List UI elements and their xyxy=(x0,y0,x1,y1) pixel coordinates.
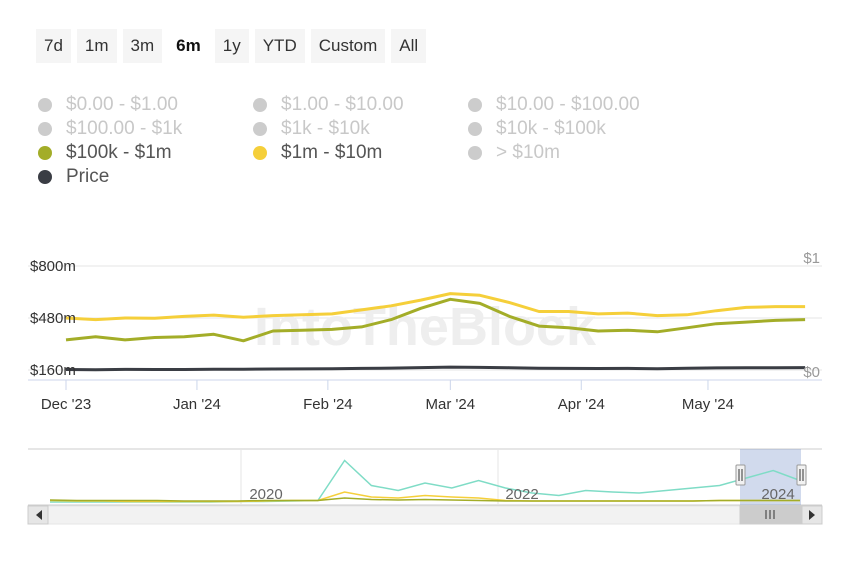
x-tick-label: May '24 xyxy=(682,396,734,413)
y-tick-label: $160m xyxy=(30,362,76,379)
range-button-ytd[interactable]: YTD xyxy=(254,29,305,63)
chevron-right-icon xyxy=(809,510,815,520)
legend-dot-icon xyxy=(253,146,267,160)
legend-item[interactable]: $100.00 - $1k xyxy=(38,118,182,140)
navigator-background xyxy=(28,449,822,505)
legend-item[interactable]: $1k - $10k xyxy=(253,118,370,140)
navigator-label: 2020 xyxy=(249,486,282,503)
legend-item[interactable]: $10k - $100k xyxy=(468,118,606,140)
chevron-left-icon xyxy=(36,510,42,520)
legend-item[interactable]: > $10m xyxy=(468,142,560,164)
range-button-6m[interactable]: 6m xyxy=(168,29,209,63)
y-right-tick-label: $1 xyxy=(803,250,820,267)
legend-dot-icon xyxy=(38,170,52,184)
legend-label: $1.00 - $10.00 xyxy=(281,94,404,115)
x-tick-label: Dec '23 xyxy=(41,396,91,413)
legend-dot-icon xyxy=(38,146,52,160)
legend-item[interactable]: Price xyxy=(38,166,109,188)
legend-dot-icon xyxy=(38,98,52,112)
navigator-label: 2024 xyxy=(761,486,794,503)
series-line xyxy=(65,297,806,343)
legend-label: $1k - $10k xyxy=(281,118,370,139)
x-tick-label: Apr '24 xyxy=(558,396,605,413)
legend-label: $1m - $10m xyxy=(281,142,383,163)
x-tick-label: Feb '24 xyxy=(303,396,353,413)
legend-item[interactable]: $1.00 - $10.00 xyxy=(253,94,404,116)
legend-dot-icon xyxy=(468,146,482,160)
legend-item[interactable]: $1m - $10m xyxy=(253,142,382,164)
x-tick-label: Jan '24 xyxy=(173,396,221,413)
legend-item[interactable]: $10.00 - $100.00 xyxy=(468,94,640,116)
series-line xyxy=(65,365,806,372)
navigator-series-line xyxy=(49,497,800,502)
range-button-1m[interactable]: 1m xyxy=(76,29,117,63)
navigator-label: 2022 xyxy=(505,486,538,503)
range-button-1y[interactable]: 1y xyxy=(214,29,249,63)
range-button-custom[interactable]: Custom xyxy=(310,29,386,63)
range-selector: 7d 1m 3m 6m 1y YTD Custom All xyxy=(36,29,427,63)
legend-item[interactable]: $0.00 - $1.00 xyxy=(38,94,178,116)
legend-label: $100.00 - $1k xyxy=(66,118,183,139)
scrollbar-track[interactable] xyxy=(27,505,823,525)
legend-item[interactable]: $100k - $1m xyxy=(38,142,172,164)
legend-dot-icon xyxy=(253,122,267,136)
y-tick-label: $480m xyxy=(30,310,76,327)
legend-label: $100k - $1m xyxy=(66,142,172,163)
y-tick-label: $800m xyxy=(30,258,76,275)
navigator-handle[interactable] xyxy=(735,464,746,486)
legend-label: $0.00 - $1.00 xyxy=(66,94,178,115)
legend-dot-icon xyxy=(468,98,482,112)
legend-dot-icon xyxy=(253,98,267,112)
legend-label: Price xyxy=(66,166,110,187)
legend-dot-icon xyxy=(38,122,52,136)
legend-dot-icon xyxy=(468,122,482,136)
x-tick-label: Mar '24 xyxy=(426,396,476,413)
range-button-3m[interactable]: 3m xyxy=(122,29,163,63)
legend-label: $10.00 - $100.00 xyxy=(496,94,640,115)
legend-label: > $10m xyxy=(496,142,560,163)
legend-label: $10k - $100k xyxy=(496,118,606,139)
range-button-all[interactable]: All xyxy=(391,29,427,63)
y-right-tick-label: $0 xyxy=(803,364,820,381)
navigator-handle[interactable] xyxy=(796,464,807,486)
range-button-7d[interactable]: 7d xyxy=(36,29,71,63)
series-line xyxy=(65,292,806,322)
